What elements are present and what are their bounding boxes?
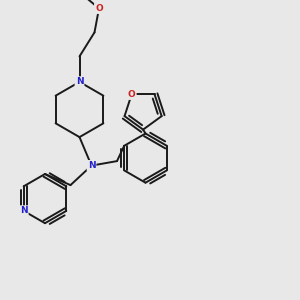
Text: O: O	[128, 90, 136, 99]
Text: N: N	[76, 77, 83, 86]
Text: N: N	[88, 161, 95, 170]
Text: N: N	[20, 206, 28, 215]
Text: O: O	[95, 4, 103, 13]
